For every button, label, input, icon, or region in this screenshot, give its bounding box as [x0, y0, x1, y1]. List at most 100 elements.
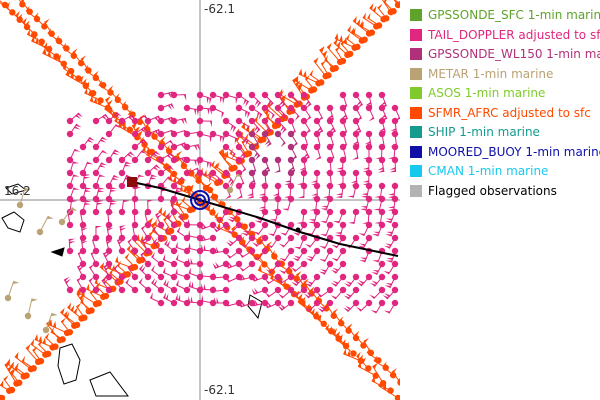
storm-center-ring [194, 194, 206, 206]
sfmr-wind-barb [84, 64, 100, 82]
sfmr-wind-barb [223, 154, 238, 171]
doppler-wind-barb [320, 208, 334, 224]
sfmr-wind-barb [50, 326, 66, 343]
doppler-wind-barb [66, 123, 82, 138]
sfmr-wind-barb [338, 316, 352, 334]
doppler-wind-barb [66, 148, 81, 164]
doppler-wind-barb [293, 234, 308, 250]
legend-label: GPSSONDE_WL150 1-min marine [428, 47, 600, 61]
doppler-wind-barb [384, 234, 399, 249]
sfmr-wind-barb [98, 79, 114, 96]
doppler-wind-barb [92, 113, 110, 125]
doppler-wind-barb [118, 161, 132, 177]
sfmr-wind-barb [393, 0, 400, 8]
doppler-wind-barb [316, 286, 334, 298]
doppler-wind-barb [66, 174, 80, 190]
doppler-wind-barb [105, 124, 122, 138]
doppler-wind-barb [175, 293, 191, 307]
metar-wind-barb [58, 207, 78, 226]
doppler-wind-barb [279, 260, 295, 274]
sfmr-wind-barb [18, 0, 26, 8]
doppler-wind-barb [76, 276, 87, 294]
doppler-wind-barb [290, 260, 308, 273]
doppler-wind-barb [196, 104, 213, 115]
doppler-wind-barb [213, 296, 230, 307]
doppler-wind-barb [88, 276, 100, 294]
doppler-wind-barb [362, 169, 373, 186]
doppler-wind-barb [92, 162, 108, 177]
doppler-wind-barb [188, 295, 204, 307]
sfmr-wind-barb [356, 351, 372, 372]
doppler-wind-barb [385, 221, 399, 237]
legend: GPSSONDE_SFC 1-min marine TAIL_DOPPLER ad… [404, 0, 600, 400]
sfmr-wind-barb [397, 377, 400, 384]
doppler-wind-barb [226, 221, 243, 234]
doppler-wind-barb [131, 225, 139, 242]
doppler-wind-barb [335, 182, 347, 198]
doppler-wind-barb [209, 104, 225, 119]
doppler-wind-barb [264, 286, 282, 298]
legend-item[interactable]: SFMR_AFRC adjusted to sfc [410, 103, 591, 123]
sfmr-wind-barb [373, 355, 389, 371]
legend-item[interactable]: CMAN 1-min marine [410, 161, 548, 181]
doppler-wind-barb [92, 150, 108, 164]
doppler-wind-barb [163, 278, 178, 294]
doppler-wind-barb [372, 247, 386, 263]
legend-swatch [410, 145, 422, 158]
sfmr-wind-barb [0, 394, 6, 400]
legend-item[interactable]: ASOS 1-min marine [410, 83, 545, 103]
sfmr-wind-barb [44, 332, 59, 350]
doppler-wind-barb [318, 260, 334, 275]
doppler-wind-barb [258, 182, 269, 199]
legend-item[interactable]: Flagged observations [410, 181, 557, 201]
legend-item[interactable]: TAIL_DOPPLER adjusted to sfc [410, 25, 600, 45]
doppler-wind-barb [261, 91, 274, 108]
legend-item[interactable]: METAR 1-min marine [410, 64, 553, 84]
legend-item[interactable]: SHIP 1-min marine [410, 122, 540, 142]
sfmr-wind-barb [340, 39, 354, 58]
doppler-wind-barb [235, 117, 250, 133]
legend-item[interactable]: GPSSONDE_WL150 1-min marine [410, 44, 600, 64]
doppler-wind-barb [370, 299, 386, 314]
doppler-wind-barb [63, 276, 74, 294]
doppler-wind-barb [352, 143, 360, 160]
doppler-wind-barb [343, 286, 360, 300]
sfmr-wind-barb [84, 87, 104, 104]
doppler-wind-barb [66, 161, 80, 177]
doppler-wind-barb [175, 241, 191, 255]
doppler-wind-barb [222, 91, 238, 105]
doppler-wind-barb [238, 247, 256, 258]
doppler-wind-barb [225, 260, 243, 269]
island-outline [50, 247, 65, 257]
doppler-wind-barb [105, 237, 113, 255]
doppler-wind-barb [199, 234, 217, 242]
doppler-wind-barb [283, 182, 295, 198]
doppler-wind-barb [374, 182, 386, 198]
metar-wind-barb [16, 187, 31, 209]
doppler-wind-barb [383, 260, 399, 275]
doppler-wind-barb [274, 156, 282, 173]
doppler-wind-barb [131, 126, 149, 138]
doppler-wind-barb [77, 250, 87, 268]
map-canvas[interactable] [0, 0, 400, 400]
legend-swatch [410, 87, 422, 99]
doppler-wind-barb [164, 225, 178, 242]
doppler-wind-barb [274, 117, 287, 134]
doppler-wind-barb [331, 247, 347, 262]
wind-observation-map[interactable]: -62.1 -62.1 16.2 [0, 0, 400, 400]
metar-wind-barb [24, 298, 38, 320]
doppler-wind-barb [387, 195, 399, 211]
doppler-wind-barb [372, 221, 386, 237]
longitude-label-top: -62.1 [204, 2, 236, 16]
legend-item[interactable]: GPSSONDE_SFC 1-min marine [410, 5, 600, 25]
legend-swatch [410, 165, 422, 177]
legend-item[interactable]: MOORED_BUOY 1-min marine [410, 142, 600, 162]
doppler-wind-barb [188, 280, 204, 294]
sfmr-wind-barb [345, 33, 361, 51]
island-outline [89, 371, 129, 397]
doppler-wind-barb [169, 198, 178, 216]
sfmr-wind-barb [309, 69, 325, 86]
doppler-wind-barb [369, 273, 386, 287]
doppler-wind-barb [241, 221, 256, 236]
doppler-wind-barb [261, 104, 275, 121]
